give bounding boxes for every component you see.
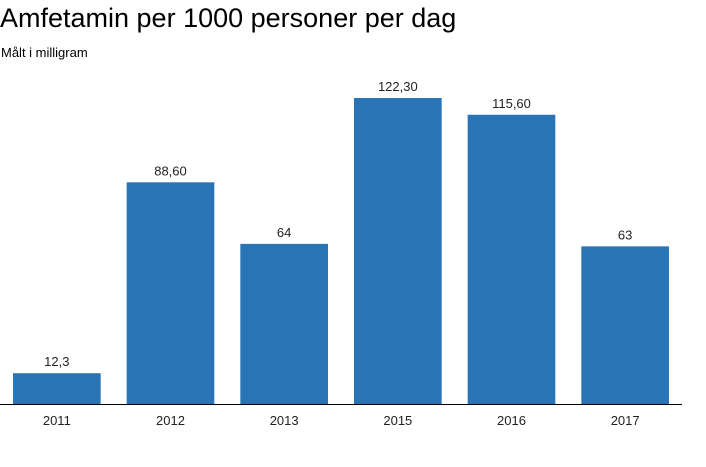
data-label-2012: 88,60 (154, 163, 187, 178)
x-tick-label-2012: 2012 (156, 413, 185, 428)
x-tick-label-2017: 2017 (611, 413, 640, 428)
bar-2015 (354, 98, 442, 404)
chart-subtitle: Målt i milligram (1, 45, 88, 60)
data-label-2016: 115,60 (492, 96, 531, 111)
data-label-2013: 64 (277, 225, 291, 240)
bar-2012 (126, 182, 215, 404)
bar-2017 (581, 246, 669, 404)
chart-title: Amfetamin per 1000 personer per dag (0, 3, 457, 33)
bar-2013 (240, 243, 328, 404)
x-tick-label-2015: 2015 (383, 413, 412, 428)
x-tick-label-2011: 2011 (43, 413, 71, 428)
bar-2011 (13, 373, 101, 404)
data-label-2017: 63 (618, 227, 632, 242)
data-label-2015: 122,30 (378, 79, 418, 94)
x-tick-label-2016: 2016 (497, 413, 526, 428)
x-tick-label-2013: 2013 (270, 413, 299, 428)
data-label-2011: 12,3 (44, 354, 69, 369)
bar-2016 (467, 114, 556, 404)
